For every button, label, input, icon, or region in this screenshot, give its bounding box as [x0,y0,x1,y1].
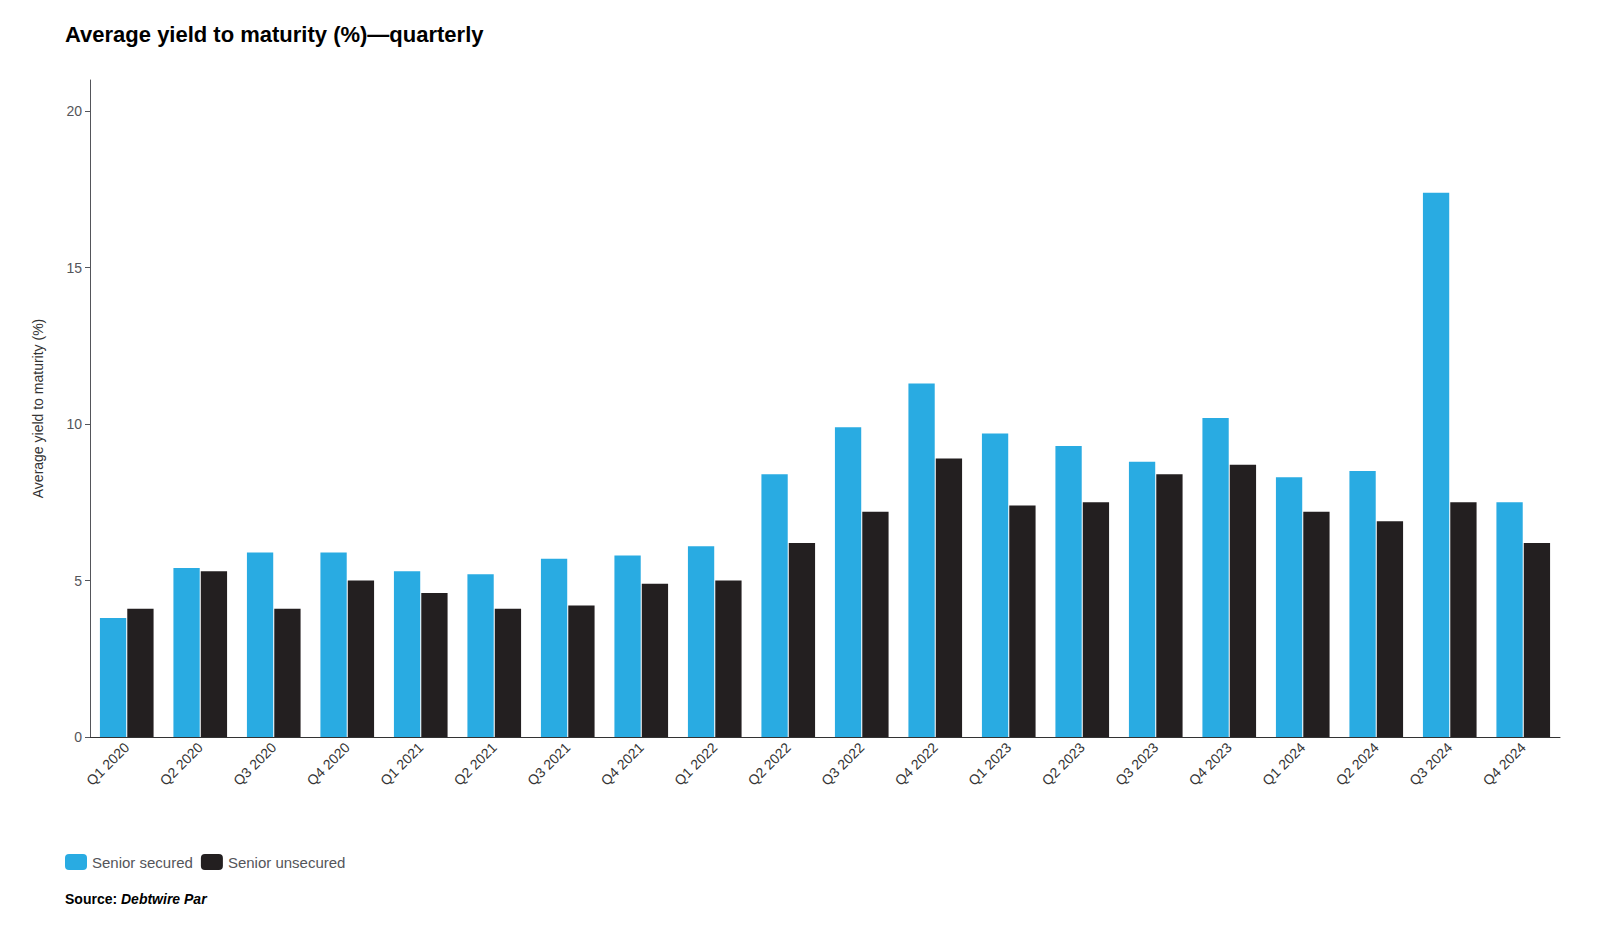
svg-text:Q4 2022: Q4 2022 [892,739,941,788]
svg-text:Q4 2023: Q4 2023 [1186,739,1235,788]
svg-text:Average yield to maturity (%)—: Average yield to maturity (%)—quarterly [65,22,484,47]
svg-text:20: 20 [66,103,82,119]
svg-text:Q2 2021: Q2 2021 [451,739,500,788]
svg-text:Average yield to maturity (%): Average yield to maturity (%) [30,319,46,498]
svg-text:Debtwire Par: Debtwire Par [121,891,208,907]
svg-text:Q2 2023: Q2 2023 [1039,739,1088,788]
svg-text:Q1 2024: Q1 2024 [1259,739,1308,788]
svg-text:Q3 2023: Q3 2023 [1112,739,1161,788]
svg-text:Senior secured: Senior secured [92,854,193,871]
svg-text:Q4 2020: Q4 2020 [304,739,353,788]
svg-text:Q2 2022: Q2 2022 [745,739,794,788]
svg-text:10: 10 [66,416,82,432]
svg-text:Q3 2024: Q3 2024 [1406,739,1455,788]
svg-text:15: 15 [66,260,82,276]
svg-text:5: 5 [74,573,82,589]
svg-text:0: 0 [74,729,82,745]
svg-text:Q3 2020: Q3 2020 [230,739,279,788]
svg-text:Senior unsecured: Senior unsecured [228,854,346,871]
svg-text:Q4 2021: Q4 2021 [598,739,647,788]
svg-text:Source:: Source: [65,891,121,907]
svg-text:Q3 2021: Q3 2021 [524,739,573,788]
svg-text:Q1 2022: Q1 2022 [671,739,720,788]
svg-text:Q3 2022: Q3 2022 [818,739,867,788]
svg-text:Q1 2020: Q1 2020 [83,739,132,788]
svg-text:Q1 2023: Q1 2023 [965,739,1014,788]
svg-text:Q4 2024: Q4 2024 [1480,739,1529,788]
svg-text:Q1 2021: Q1 2021 [377,739,426,788]
svg-text:Q2 2020: Q2 2020 [157,739,206,788]
svg-text:Q2 2024: Q2 2024 [1333,739,1382,788]
